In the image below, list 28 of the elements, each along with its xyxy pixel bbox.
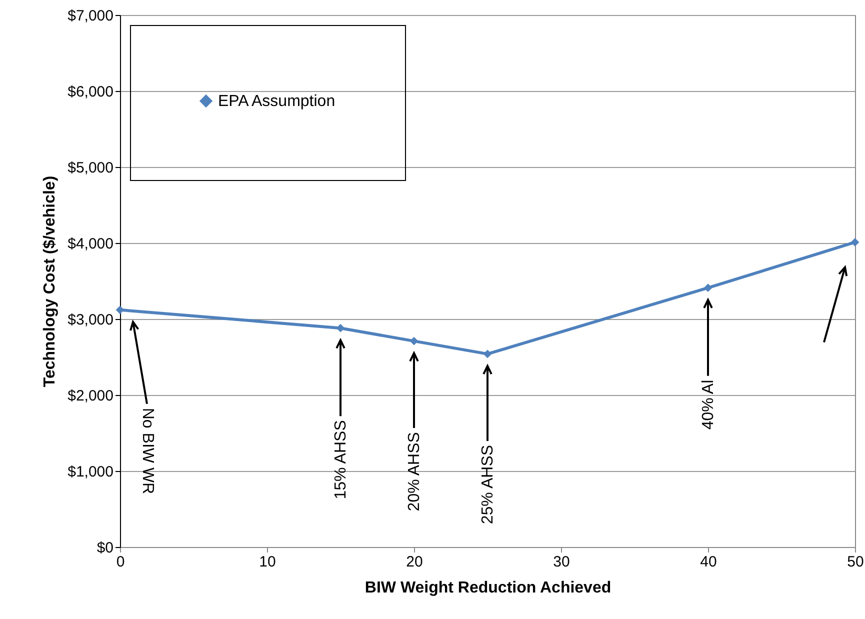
y-tick-label: $0	[96, 540, 114, 556]
x-axis-title: BIW Weight Reduction Achieved	[364, 580, 612, 596]
annotation: 15% AHSS	[332, 420, 350, 500]
legend-label: EPA Assumption	[218, 93, 336, 110]
y-tick-label: $5,000	[68, 160, 114, 176]
point	[483, 350, 492, 358]
annotation: 25% AHSS	[480, 444, 496, 524]
x-tick-label: 50	[847, 554, 864, 570]
y-tick-label: $1,000	[68, 464, 114, 480]
point	[850, 238, 860, 246]
point	[336, 324, 345, 332]
y-tick-label: $2,000	[68, 388, 114, 404]
point	[116, 306, 124, 314]
annotation: 20% AHSS	[406, 432, 423, 512]
y-tick-label: $6,000	[68, 84, 114, 100]
point	[410, 336, 418, 346]
x-tick-label: 0	[116, 554, 125, 570]
point	[704, 284, 712, 292]
y-axis-title: Technology Cost ($/vehicle)	[42, 176, 59, 388]
x-tick-label: 40	[700, 554, 717, 570]
x-tick-label: 10	[259, 554, 276, 570]
x-tick-label: 20	[406, 554, 423, 570]
y-tick-label: $4,000	[68, 236, 114, 252]
y-tick-label: $3,000	[68, 312, 114, 328]
x-tick-label: 30	[553, 554, 570, 570]
annotation: No BIW WR	[139, 408, 156, 494]
y-tick-label: $7,000	[68, 8, 114, 24]
annotation: 40% Al	[700, 380, 717, 430]
